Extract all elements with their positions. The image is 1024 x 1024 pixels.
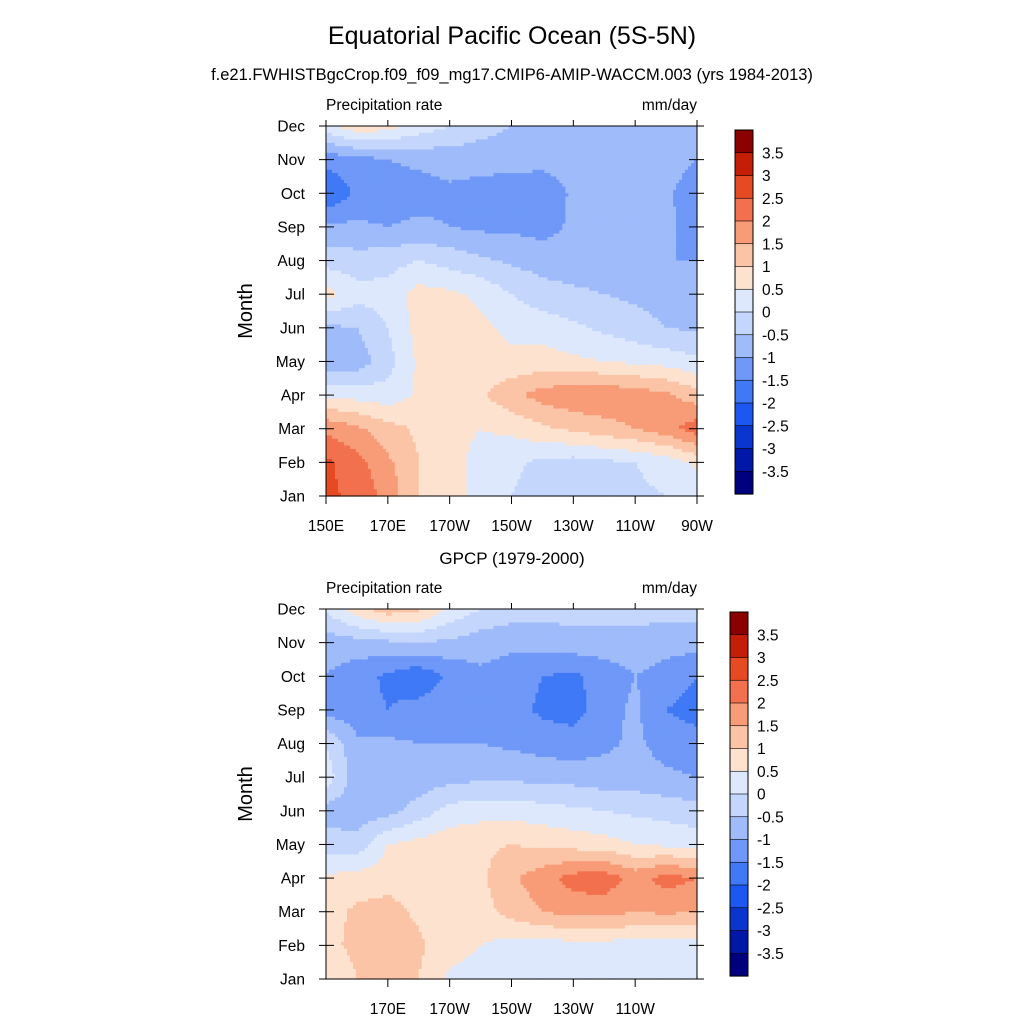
heatmap-panel-1: JanFebMarAprMayJunJulAugSepOctNovDec150E… [235, 97, 789, 535]
filled-contour-field [326, 126, 698, 497]
